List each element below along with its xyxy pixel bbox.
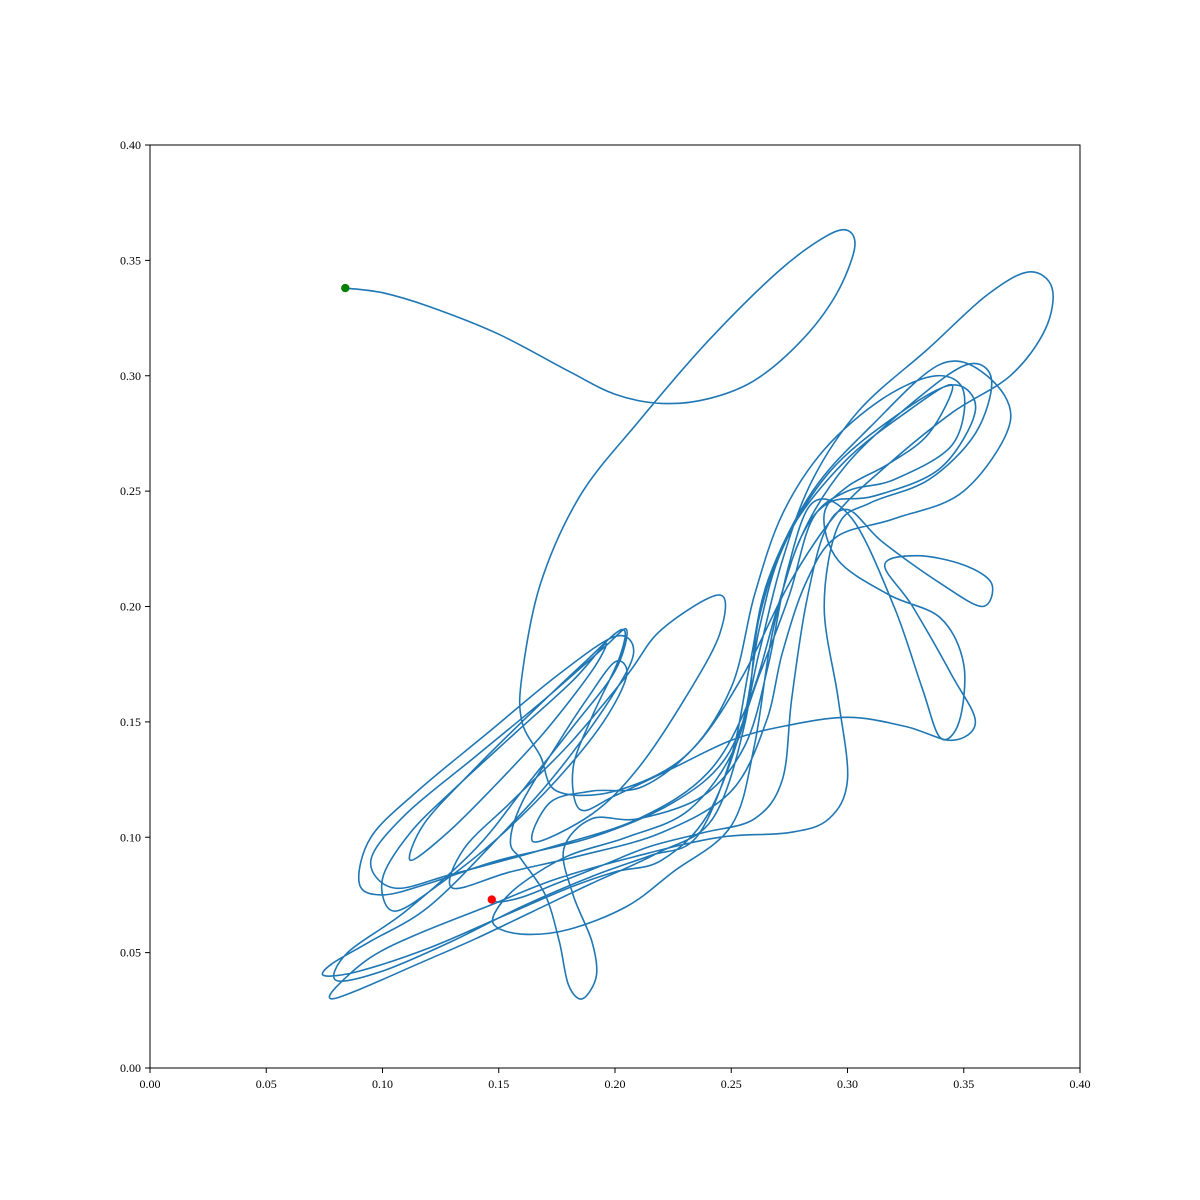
x-tick-label: 0.15: [488, 1077, 509, 1091]
axes: 0.00 0.05 0.10 0.15 0.20 0.25 0.30 0.35 0.40 0.00…: [120, 138, 1091, 1091]
x-tick-label: 0.20: [605, 1077, 626, 1091]
x-tick-label: 0.05: [256, 1077, 277, 1091]
y-tick-label: 0.00: [120, 1061, 141, 1075]
x-tick-label: 0.30: [837, 1077, 858, 1091]
series-group: [321, 228, 1054, 1000]
y-tick-label: 0.35: [120, 253, 141, 267]
y-tick-label: 0.25: [120, 484, 141, 498]
x-tick-label: 0.00: [140, 1077, 161, 1091]
y-tick-label: 0.30: [120, 369, 141, 383]
y-tick-label: 0.05: [120, 946, 141, 960]
y-tick-label: 0.20: [120, 600, 141, 614]
x-tick-label: 0.35: [953, 1077, 974, 1091]
x-tick-label: 0.10: [372, 1077, 393, 1091]
x-tick-label: 0.40: [1070, 1077, 1091, 1091]
trajectory-line-0: [321, 228, 1054, 1000]
start-point-marker: [341, 283, 350, 293]
y-tick-label: 0.10: [120, 830, 141, 844]
plot-area: [321, 228, 1054, 1000]
y-tick-label: 0.40: [120, 138, 141, 152]
x-tick-label: 0.25: [721, 1077, 742, 1091]
y-tick-label: 0.15: [120, 715, 141, 729]
end-point-marker: [487, 895, 496, 904]
